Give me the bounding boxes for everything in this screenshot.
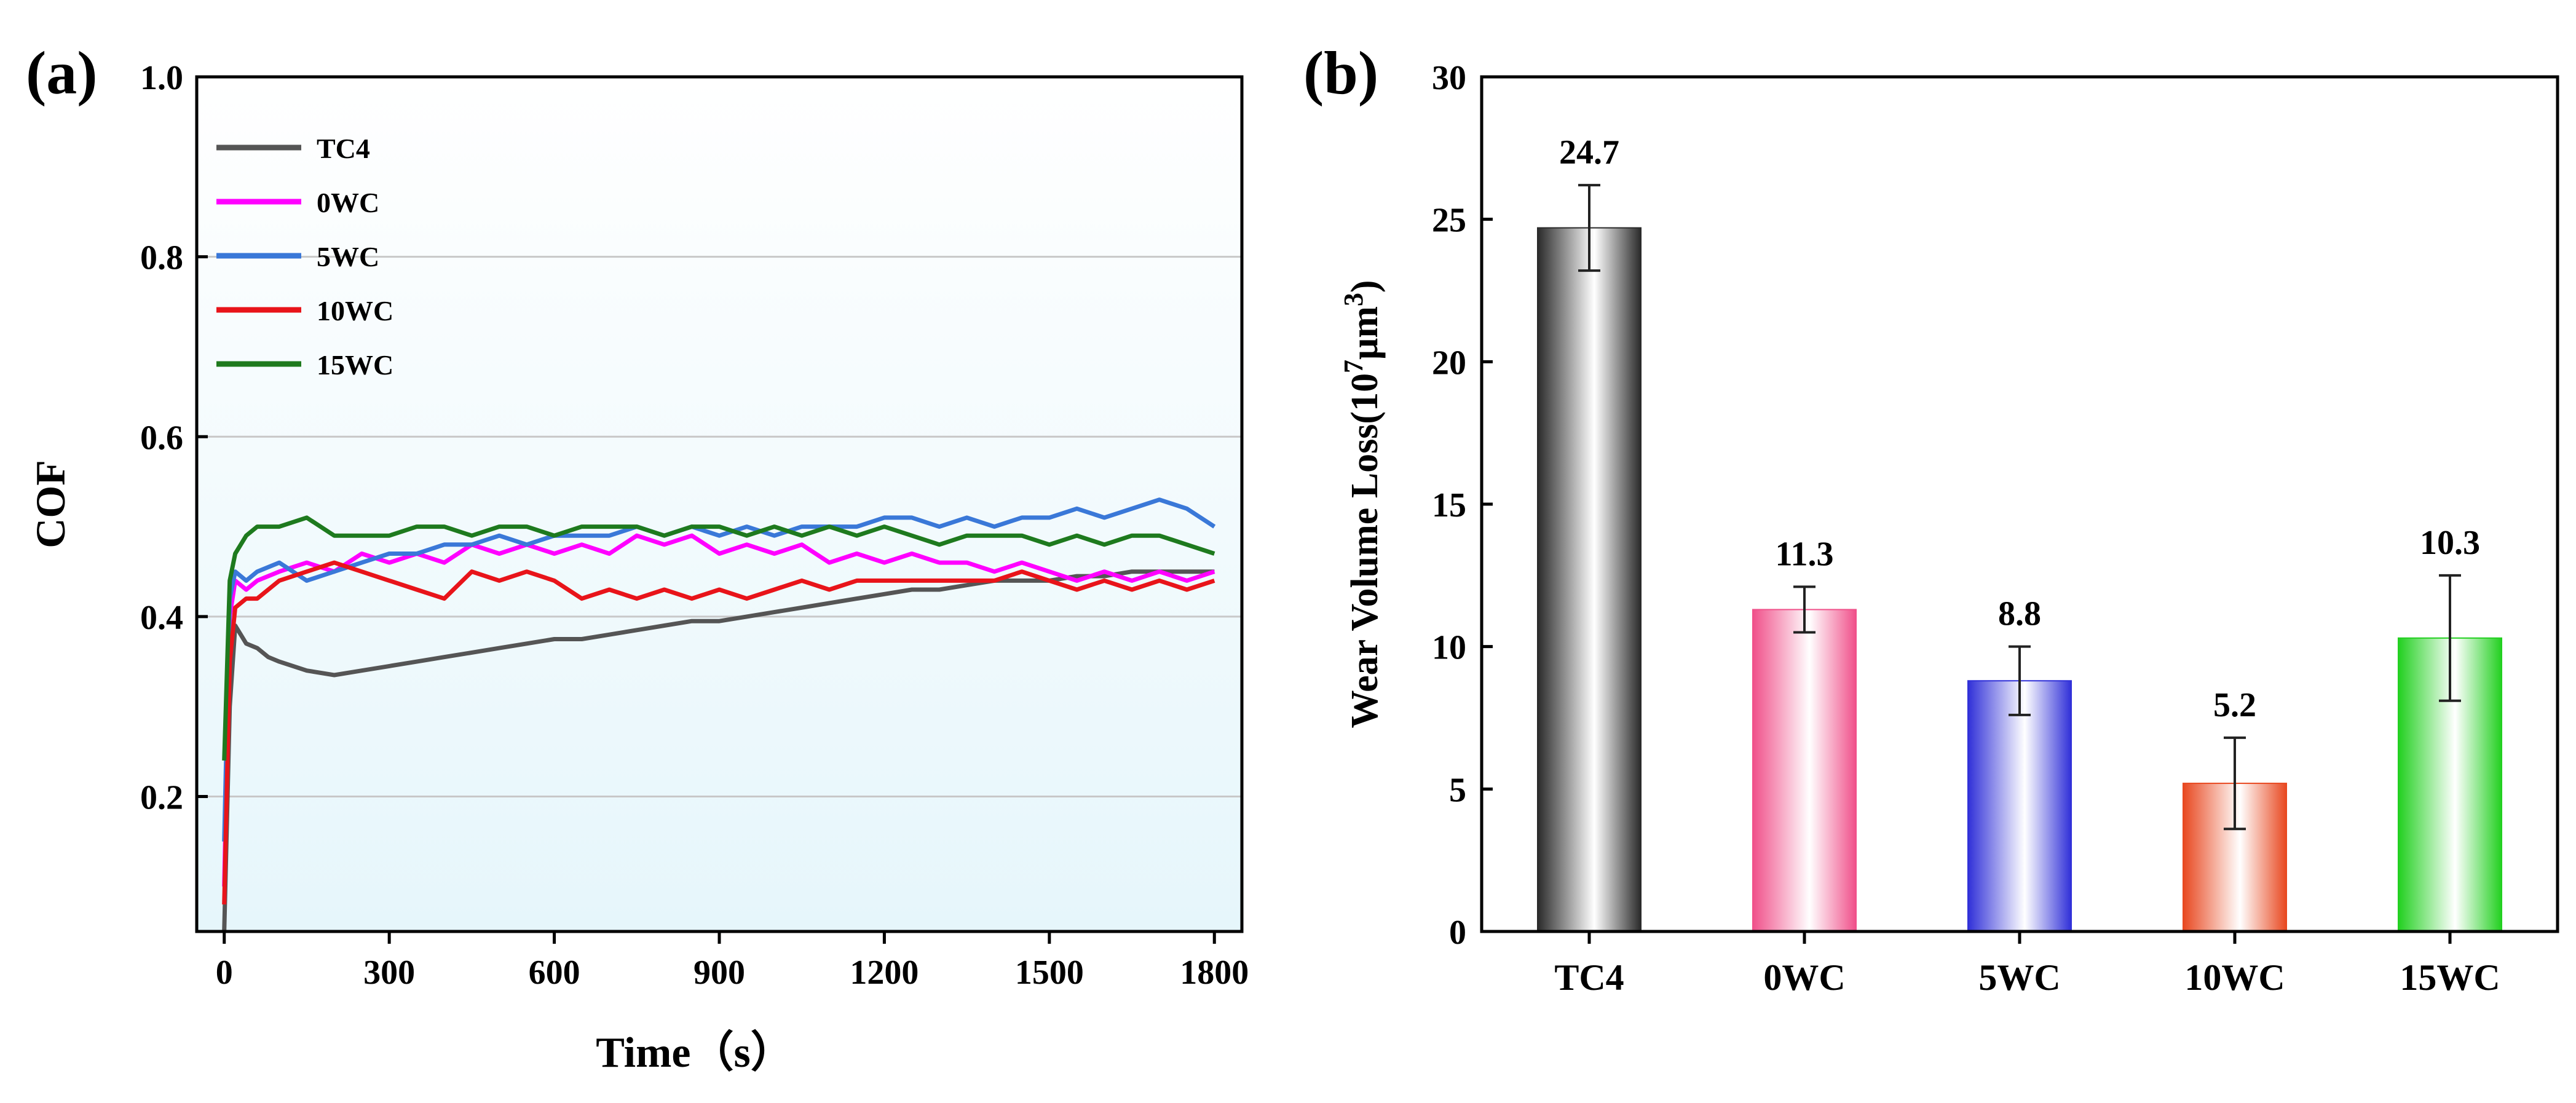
panel-b-data-label: 5.2: [2213, 686, 2256, 724]
panel-a-legend-label: 10WC: [317, 295, 393, 326]
panel-b-y-title-main: Wear Volume Loss(10: [1344, 373, 1386, 729]
panel-a-y-tick-label: 1.0: [140, 59, 183, 97]
panel-b-y-title-unit-exponent: 3: [1338, 293, 1369, 306]
panel-a-x-tick-label: 600: [529, 954, 580, 992]
panel-a-legend-label: 15WC: [317, 349, 393, 381]
panel-b-y-tick-label: 20: [1432, 344, 1466, 382]
panel-b-y-title-unit: μm: [1344, 306, 1386, 360]
panel-b-y-axis-title: Wear Volume Loss(107μm3): [1338, 280, 1386, 728]
panel-b-y-tick-label: 0: [1449, 914, 1466, 952]
panel-a-y-tick-label: 0.4: [140, 599, 183, 637]
panel-a-label: (a): [26, 39, 98, 107]
panel-b-label: (b): [1303, 39, 1378, 107]
panel-b-bar-chart: (b) 24.7 11.3 8.8 5.2 10.3 TC4 0WC 5WC 10WC 15WC…: [1303, 39, 2559, 998]
panel-a-series-lines: [222, 497, 1216, 932]
panel-b-x-tick-label: TC4: [1554, 957, 1624, 998]
panel-a-x-tick-label: 1500: [1015, 954, 1084, 992]
panel-b-x-tick-label: 0WC: [1763, 957, 1845, 998]
panel-a-legend-label: 0WC: [317, 187, 379, 218]
panel-a-y-axis-title: COF: [27, 460, 74, 548]
panel-b-bar-0wc: [1752, 609, 1857, 932]
panel-b-y-title-exponent: 7: [1338, 360, 1369, 373]
panel-a-legend-label: 5WC: [317, 241, 379, 272]
panel-a-ticks: 0.2 0.4 0.6 0.8 1.0 0 300 600 900 1200 1500 1800: [140, 59, 1249, 992]
panel-b-y-tick-label: 10: [1432, 629, 1466, 667]
panel-b-bar-5wc: [1967, 680, 2072, 933]
panel-b-y-title-close: ): [1344, 280, 1386, 293]
panel-a-legend-label: TC4: [317, 133, 370, 164]
panel-a-plot-area: [197, 77, 1242, 931]
panel-b-y-tick-label: 30: [1432, 59, 1466, 97]
panel-a-series-line-10wc: [222, 560, 1215, 905]
panel-b-data-label: 24.7: [1559, 133, 1619, 172]
panel-a-y-tick-label: 0.6: [140, 419, 183, 457]
panel-a-y-tick-label: 0.2: [140, 779, 183, 817]
panel-a-line-chart: (a) 0.2 0.4 0.6 0.8 1.0 0 300 600 900 1200 1500 180…: [26, 39, 1249, 1077]
panel-a-x-tick-label: 0: [216, 954, 233, 992]
panel-a-series-line-tc4: [222, 569, 1215, 932]
panel-a-x-tick-label: 1800: [1180, 954, 1249, 992]
panel-b-data-label: 11.3: [1776, 535, 1834, 573]
panel-a-gridlines: [197, 76, 1242, 798]
panel-b-data-label: 10.3: [2420, 524, 2480, 562]
panel-a-x-axis-title: Time（s）: [596, 1029, 794, 1077]
panel-b-bar-10wc: [2183, 783, 2287, 932]
panel-a-x-tick-label: 900: [693, 954, 745, 992]
panel-a-y-tick-label: 0.8: [140, 239, 183, 277]
panel-b-x-tick-label: 5WC: [1978, 957, 2060, 998]
panel-b-x-tick-label: 15WC: [2400, 957, 2500, 998]
panel-a-legend: TC4 0WC 5WC 10WC 15WC: [216, 133, 393, 381]
panel-b-data-label: 8.8: [1998, 595, 2041, 633]
panel-b-y-tick-label: 15: [1432, 486, 1466, 524]
panel-b-y-tick-label: 25: [1432, 202, 1466, 240]
panel-b-ticks: TC4 0WC 5WC 10WC 15WC 0 5 10 15 20 25 30: [1432, 59, 2500, 998]
panel-a-series-line-15wc: [222, 515, 1215, 761]
panel-a-x-tick-label: 1200: [850, 954, 919, 992]
panel-b-bars: 24.7 11.3 8.8 5.2 10.3: [1537, 133, 2502, 933]
panel-b-x-tick-label: 10WC: [2184, 957, 2285, 998]
panel-a-x-tick-label: 300: [363, 954, 415, 992]
panel-b-bar-tc4: [1537, 227, 1642, 933]
panel-b-y-tick-label: 5: [1449, 771, 1466, 809]
